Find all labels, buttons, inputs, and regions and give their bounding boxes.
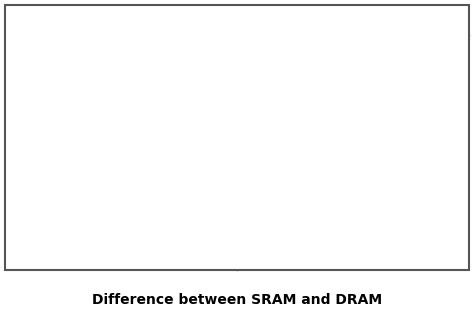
Text: 6.Uses more power.: 6.Uses more power. (243, 190, 351, 200)
Text: 2.Requires a recharge every few
milliseconds to maintain its data.: 2.Requires a recharge every few millisec… (11, 81, 192, 103)
Text: 1. Constructed of tiny capacitors
that leak electricity.: 1. Constructed of tiny capacitors that l… (11, 43, 189, 65)
Text: 7.Generates more heat.: 7.Generates more heat. (243, 214, 373, 224)
Text: 4. Slower than SRAM.: 4. Slower than SRAM. (11, 142, 128, 152)
Text: 5. Can store many bits per chip.: 5. Can store many bits per chip. (11, 166, 186, 176)
Text: 3.Inexpensive.: 3.Inexpensive. (11, 118, 90, 128)
Text: Difference between SRAM and DRAM: Difference between SRAM and DRAM (92, 293, 382, 307)
Text: DRAM: DRAM (98, 13, 145, 27)
Text: 2.Holds its contents as long as power
is available.: 2.Holds its contents as long as power is… (243, 81, 447, 103)
Text: 1.Constructed of circuits similar to D
flip-flops.: 1.Constructed of circuits similar to D f… (243, 43, 443, 65)
Text: 8. Used for main memory.: 8. Used for main memory. (11, 238, 152, 248)
Text: 6. Uses less power.: 6. Uses less power. (11, 190, 115, 200)
Text: 5. Can not store many bits per chip.: 5. Can not store many bits per chip. (243, 166, 439, 176)
Text: SRAM: SRAM (330, 13, 375, 27)
Text: 4. Faster than DRAM.: 4. Faster than DRAM. (243, 142, 357, 152)
Text: 3.Expensive.: 3.Expensive. (243, 118, 312, 128)
Text: 8. Used for cache.: 8. Used for cache. (243, 238, 342, 248)
Text: 7.Generates less heat.: 7.Generates less heat. (11, 214, 134, 224)
